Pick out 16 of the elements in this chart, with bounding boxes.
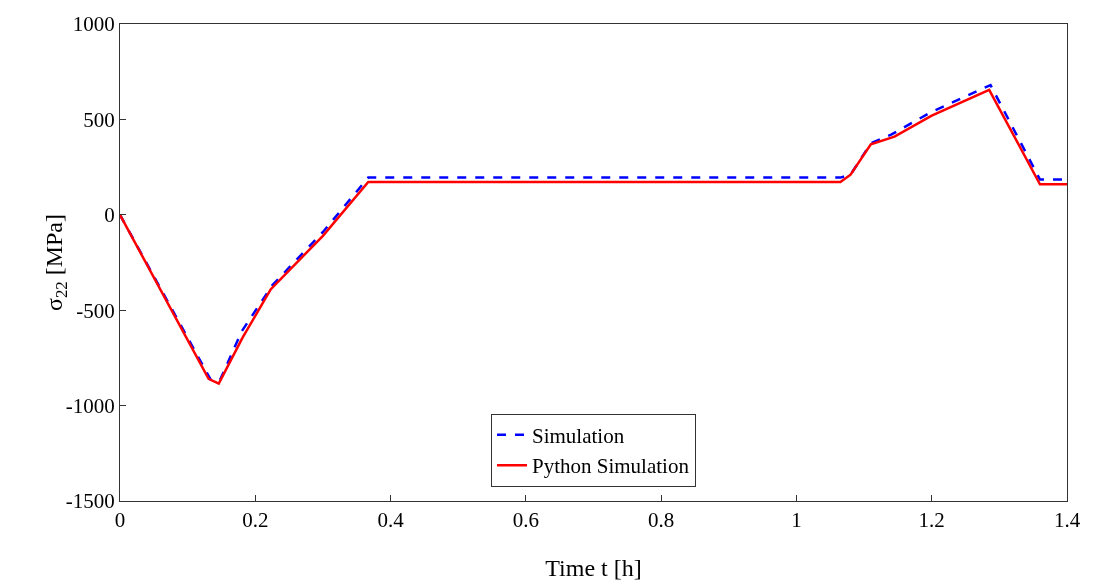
x-axis-title: Time t [h]	[545, 555, 642, 581]
y-tick-label: -1500	[65, 489, 115, 514]
y-tick-label: 500	[83, 107, 115, 132]
legend-label: Simulation	[532, 424, 625, 449]
y-tick-label: 1000	[72, 12, 115, 37]
x-tick-label: 0.2	[242, 508, 269, 533]
x-tick-label: 0.6	[512, 508, 539, 533]
x-tick-label: 1.4	[1053, 508, 1081, 533]
y-tick-label: 0	[104, 203, 115, 228]
x-tick-label: 0.8	[648, 508, 675, 533]
y-tick-label: -500	[76, 298, 115, 323]
x-tick-label: 0.4	[377, 508, 405, 533]
x-tick-label: 1.2	[918, 508, 945, 533]
legend-label: Python Simulation	[532, 454, 690, 479]
y-tick-label: -1000	[65, 393, 115, 418]
x-tick-label: 1	[791, 508, 802, 533]
